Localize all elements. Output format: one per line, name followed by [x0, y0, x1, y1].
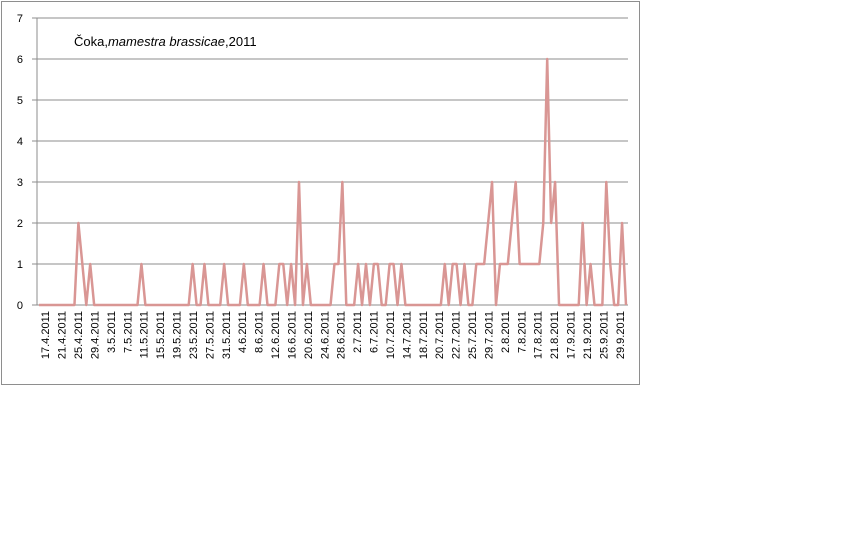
title-prefix: Čoka, — [74, 34, 108, 49]
y-tick-label: 5 — [17, 95, 23, 107]
x-tick-label: 25.7.2011 — [467, 311, 479, 359]
x-tick-label: 7.8.2011 — [516, 311, 528, 353]
x-tick-label: 15.5.2011 — [155, 311, 167, 359]
x-tick-label: 6.7.2011 — [369, 311, 381, 353]
x-tick-label: 17.9.2011 — [566, 311, 578, 359]
y-tick-label: 6 — [17, 54, 23, 66]
x-tick-label: 10.7.2011 — [385, 311, 397, 359]
x-tick-label: 3.5.2011 — [106, 311, 118, 353]
x-tick-label: 20.7.2011 — [434, 311, 446, 359]
y-tick-label: 7 — [17, 13, 23, 25]
x-tick-label: 11.5.2011 — [139, 311, 151, 358]
x-tick-label: 29.4.2011 — [89, 311, 101, 359]
x-tick-label: 19.5.2011 — [172, 311, 184, 359]
y-tick-label: 1 — [17, 259, 23, 271]
x-tick-label: 28.6.2011 — [336, 311, 348, 359]
x-tick-label: 21.9.2011 — [582, 311, 594, 359]
x-tick-label: 24.6.2011 — [319, 311, 331, 359]
x-tick-label: 18.7.2011 — [418, 311, 430, 359]
x-tick-labels: 17.4.2011 21.4.2011 25.4.2011 29.4.2011 3.5.… — [40, 311, 627, 359]
x-tick-label: 23.5.2011 — [188, 311, 200, 359]
x-tick-label: 8.6.2011 — [254, 311, 266, 353]
x-tick-label: 25.9.2011 — [598, 311, 610, 359]
x-tick-label: 21.4.2011 — [57, 311, 69, 359]
y-tick-label: 2 — [17, 218, 23, 230]
x-tick-label: 17.4.2011 — [40, 311, 52, 359]
x-tick-label: 31.5.2011 — [221, 311, 233, 359]
x-tick-label: 27.5.2011 — [204, 311, 216, 359]
x-tick-label: 20.6.2011 — [303, 311, 315, 359]
x-tick-label: 21.8.2011 — [549, 311, 561, 359]
x-tick-label: 29.9.2011 — [615, 311, 627, 359]
x-tick-label: 22.7.2011 — [451, 311, 463, 359]
x-tick-label: 16.6.2011 — [286, 311, 298, 359]
line-chart: 0 1 2 3 4 5 6 7 17.4.2011 21.4.2011 25.4.2011 29.4… — [17, 13, 628, 359]
x-tick-label: 4.6.2011 — [237, 311, 249, 353]
series-line — [39, 57, 628, 307]
chart-title: Čoka,mamestra brassicae,2011 — [74, 34, 257, 49]
chart-frame: 0 1 2 3 4 5 6 7 17.4.2011 21.4.2011 25.4.2011 29.4… — [1, 1, 640, 385]
x-tick-label: 17.8.2011 — [533, 311, 545, 359]
x-tick-label: 12.6.2011 — [270, 311, 282, 359]
y-tick-label: 4 — [17, 136, 23, 148]
x-tick-label: 2.7.2011 — [352, 311, 364, 353]
x-tick-label: 14.7.2011 — [401, 311, 413, 359]
x-tick-label: 2.8.2011 — [500, 311, 512, 353]
gridlines — [37, 17, 628, 265]
title-suffix: ,2011 — [225, 34, 257, 49]
y-tick-labels: 0 1 2 3 4 5 6 7 — [17, 13, 23, 312]
x-tick-label: 29.7.2011 — [483, 311, 495, 359]
x-tick-label: 7.5.2011 — [122, 311, 134, 353]
title-species: mamestra brassicae — [108, 34, 225, 49]
x-tick-label: 25.4.2011 — [73, 311, 85, 359]
y-tick-label: 0 — [17, 300, 23, 312]
y-tick-label: 3 — [17, 177, 23, 189]
